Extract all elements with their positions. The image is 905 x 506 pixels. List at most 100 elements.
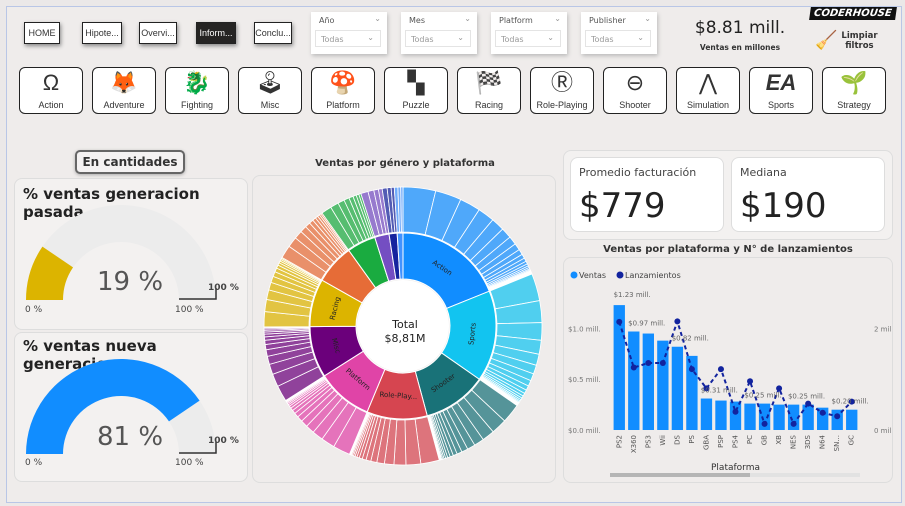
bar-DS[interactable]: [671, 346, 684, 430]
broom-icon: 🧹: [815, 30, 838, 51]
bar-3DS[interactable]: [802, 404, 814, 430]
genre-button-racing[interactable]: 🏁 Racing: [457, 67, 521, 114]
slicer-label: Mes: [409, 16, 425, 25]
plant-icon: 🌱: [840, 70, 868, 95]
lanzamientos-point[interactable]: [848, 398, 855, 405]
genre-button-strategy[interactable]: 🌱 Strategy: [822, 67, 886, 114]
bar-XB[interactable]: [773, 404, 785, 430]
kpi-card: $8.81 mill. Ventas en millones: [690, 18, 790, 52]
lanzamientos-point[interactable]: [659, 359, 666, 366]
slicer-label: Año: [319, 16, 335, 25]
genre-label: Strategy: [837, 100, 871, 110]
chevron-down-icon[interactable]: ⌄: [644, 14, 651, 23]
nav-button-4[interactable]: Conclu...: [254, 22, 292, 44]
rockstar-icon: Ⓡ: [550, 70, 573, 95]
mediana-card: Mediana $190: [731, 157, 885, 232]
gauge-prev-max: 100 %: [175, 305, 204, 315]
nav-button-0[interactable]: HOME: [24, 22, 60, 44]
slicer-dropdown[interactable]: Todas ⌄: [585, 30, 651, 47]
lanzamientos-point[interactable]: [674, 318, 681, 325]
lanzamientos-point[interactable]: [703, 385, 710, 392]
slicer-mes[interactable]: Mes ⌄ Todas ⌄: [401, 12, 477, 54]
bar-GB[interactable]: [758, 403, 771, 430]
gauge-new-min: 0 %: [25, 458, 43, 468]
x-tick: X360: [630, 435, 638, 453]
genre-button-sports[interactable]: EA Sports: [749, 67, 813, 114]
genre-button-misc[interactable]: 🕹 Misc: [238, 67, 302, 114]
genre-button-action[interactable]: Ω Action: [19, 67, 83, 114]
sunburst-genre-strategy[interactable]: [396, 232, 404, 280]
bar-GC[interactable]: [846, 409, 858, 430]
clear-filters-label: Limpiar filtros: [841, 30, 878, 51]
slicer-platform[interactable]: Platform ⌄ Todas ⌄: [491, 12, 567, 54]
flags-icon: 🏁: [475, 70, 503, 95]
lanzamientos-point[interactable]: [688, 366, 695, 373]
genre-label: Puzzle: [402, 100, 430, 110]
nav-button-3[interactable]: Inform...: [196, 22, 236, 44]
slicer-value: Todas: [321, 35, 344, 44]
bar-PS[interactable]: [686, 355, 698, 430]
slicer-dropdown[interactable]: Todas ⌄: [495, 30, 561, 47]
sunburst-card: Action Sports Shooter Role-Play... Platform M…: [252, 175, 556, 483]
lanzamientos-point[interactable]: [761, 420, 768, 427]
clear-filters-button[interactable]: 🧹 Limpiar filtros: [815, 30, 878, 51]
x-tick: XB: [775, 435, 783, 445]
bar-SN...[interactable]: [831, 409, 843, 430]
bar-chart[interactable]: Ventas Lanzamientos $0.0 mill. $0.5 mill. $1…: [564, 258, 894, 484]
gauge-track: [26, 205, 216, 300]
en-cantidades-button[interactable]: En cantidades: [75, 150, 185, 174]
genre-button-simulation[interactable]: ⋀ Simulation: [676, 67, 740, 114]
x-tick: PC: [746, 435, 754, 444]
bar-PS4[interactable]: [729, 401, 742, 430]
lanzamientos-point[interactable]: [717, 366, 724, 373]
genre-button-shooter[interactable]: ⊖ Shooter: [603, 67, 667, 114]
genre-button-puzzle[interactable]: ▚ Puzzle: [384, 67, 448, 114]
genre-label: Fighting: [180, 100, 214, 110]
gauge-fill: [26, 359, 200, 454]
bar-PSP[interactable]: [715, 400, 727, 430]
bar-GBA[interactable]: [700, 398, 713, 430]
bar-PS3[interactable]: [642, 333, 654, 430]
promedio-value: $779: [579, 186, 666, 226]
lanzamientos-point[interactable]: [616, 318, 623, 325]
bar-NES[interactable]: [787, 404, 800, 430]
bar-X360[interactable]: [628, 331, 640, 430]
legend: Ventas Lanzamientos: [570, 271, 681, 280]
genre-button-role-playing[interactable]: Ⓡ Role-Playing: [530, 67, 594, 114]
gauge-prev-value: 19 %: [96, 267, 164, 297]
chevron-down-icon[interactable]: ⌄: [464, 14, 471, 23]
genre-button-adventure[interactable]: 🦊 Adventure: [92, 67, 156, 114]
nav-button-1[interactable]: Hipote...: [82, 22, 122, 44]
slicer-publisher[interactable]: Publisher ⌄ Todas ⌄: [581, 12, 657, 54]
slicer-dropdown[interactable]: Todas ⌄: [315, 30, 381, 47]
bar-PS2[interactable]: [613, 305, 625, 430]
lanzamientos-point[interactable]: [819, 409, 826, 416]
genre-button-fighting[interactable]: 🐉 Fighting: [165, 67, 229, 114]
bar-Wii[interactable]: [657, 340, 669, 430]
genre-button-platform[interactable]: 🍄 Platform: [311, 67, 375, 114]
lanzamientos-point[interactable]: [805, 400, 812, 407]
legend-item[interactable]: Ventas: [579, 271, 606, 280]
legend-item[interactable]: Lanzamientos: [625, 271, 681, 280]
scrollbar-thumb[interactable]: [610, 473, 750, 477]
nav-button-2[interactable]: Overvi...: [139, 22, 177, 44]
bar-PC[interactable]: [744, 403, 756, 430]
lanzamientos-point[interactable]: [630, 364, 637, 371]
chevron-down-icon[interactable]: ⌄: [374, 14, 381, 23]
assassin-icon: ⋀: [698, 70, 718, 95]
slicer-dropdown[interactable]: Todas ⌄: [405, 30, 471, 47]
slicer-año[interactable]: Año ⌄ Todas ⌄: [311, 12, 387, 54]
lanzamientos-point[interactable]: [732, 408, 739, 415]
lanzamientos-point[interactable]: [747, 378, 754, 385]
x-tick: GC: [848, 435, 856, 445]
x-tick: NES: [790, 434, 798, 449]
lanzamientos-point[interactable]: [776, 385, 783, 392]
lanzamientos-point[interactable]: [645, 359, 652, 366]
lanzamientos-point[interactable]: [834, 413, 841, 420]
chevron-down-icon[interactable]: ⌄: [554, 14, 561, 23]
bar-N64[interactable]: [817, 407, 829, 430]
sunburst-platform-slice[interactable]: [400, 186, 404, 233]
lanzamientos-point[interactable]: [790, 420, 797, 427]
gauge-prev-title: % ventas generacion pasada: [23, 185, 200, 221]
sunburst-chart[interactable]: ActionSportsShooterRole-Play...PlatformM…: [253, 176, 557, 484]
